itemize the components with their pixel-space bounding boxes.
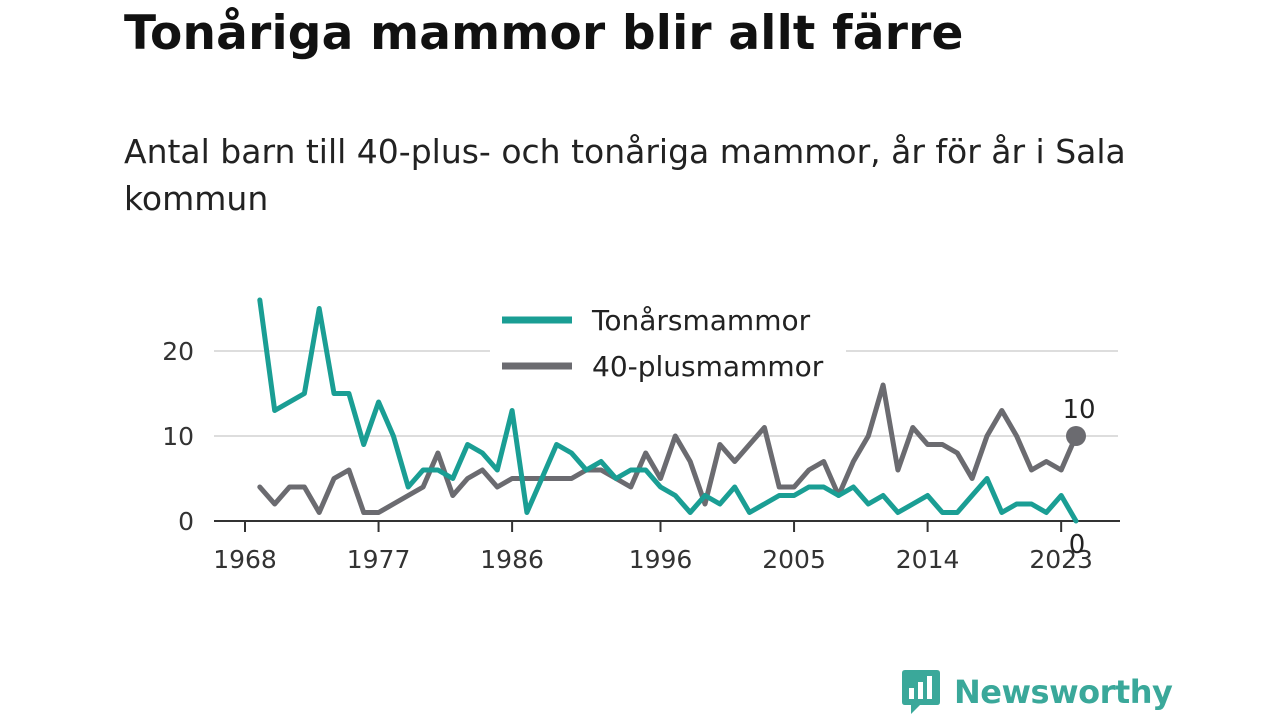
- x-tick-label: 2014: [896, 545, 960, 574]
- x-tick-label: 2023: [1029, 545, 1093, 574]
- y-tick-label: 0: [178, 507, 194, 536]
- brand-name: Newsworthy: [954, 673, 1173, 711]
- x-tick-label: 1968: [213, 545, 277, 574]
- legend: Tonårsmammor 40-plusmammor: [490, 294, 846, 388]
- x-tick-label: 1986: [480, 545, 544, 574]
- y-tick-label: 20: [162, 337, 194, 366]
- end-labels: 10 0: [1062, 395, 1095, 560]
- x-tick-label: 1996: [629, 545, 693, 574]
- series-lines: [257, 297, 1079, 524]
- series-line-ton-rsmammor: [257, 297, 1079, 524]
- tick-labels: 0 10 20 1968 1977 1986 1996 2005 2014 2023: [162, 337, 1093, 574]
- newsworthy-logo-icon: [902, 670, 940, 714]
- brand-logo: Newsworthy: [900, 668, 1173, 716]
- chart-title: Tonåriga mammor blir allt färre: [124, 6, 964, 61]
- series-line-40-plusmammor: [257, 382, 1079, 515]
- legend-background: [490, 294, 846, 388]
- x-axis: [214, 520, 1120, 532]
- x-tick-label: 2005: [762, 545, 826, 574]
- end-value-label: 0: [1069, 530, 1086, 560]
- end-value-label: 10: [1062, 395, 1095, 425]
- y-tick-label: 10: [162, 422, 194, 451]
- legend-label: 40-plusmammor: [592, 350, 824, 383]
- chart-subtitle: Antal barn till 40-plus- och tonåriga ma…: [124, 132, 1126, 218]
- end-point-marker: [1066, 426, 1086, 446]
- legend-label: Tonårsmammor: [591, 304, 811, 337]
- x-tick-label: 1977: [347, 545, 411, 574]
